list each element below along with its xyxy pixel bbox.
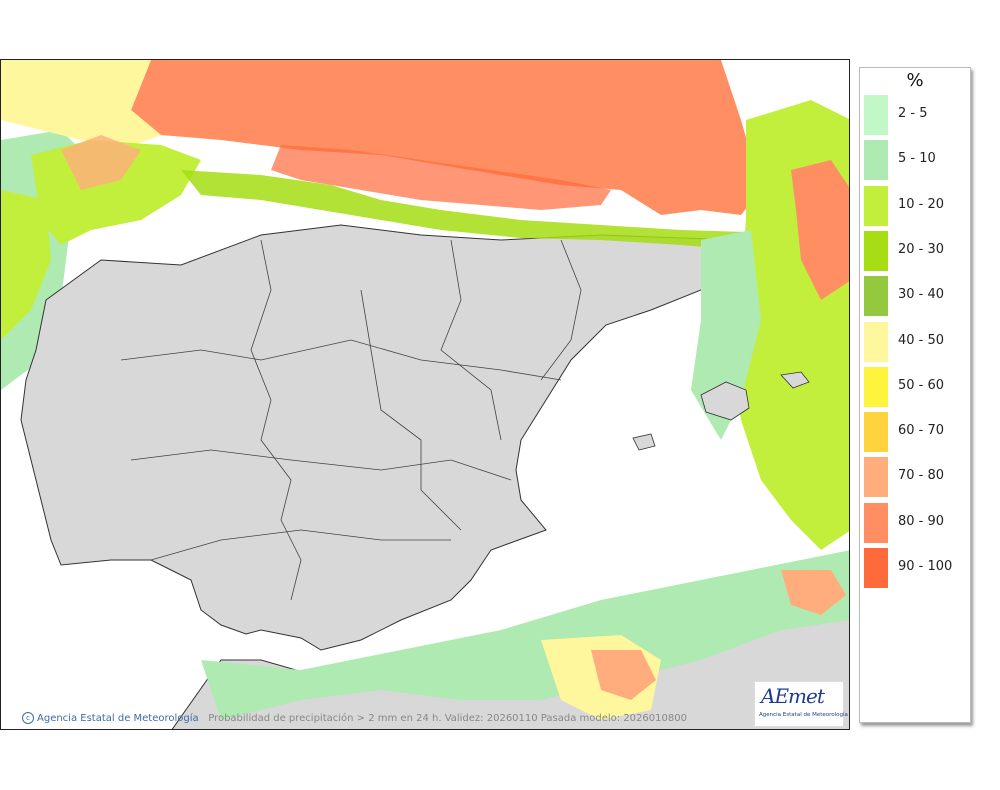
legend-swatch bbox=[864, 276, 888, 317]
legend-swatch bbox=[864, 95, 888, 135]
balearic-ibiza bbox=[632, 433, 656, 451]
prob-zone-north-darkred bbox=[271, 145, 611, 210]
legend-swatch bbox=[864, 366, 888, 407]
legend-item: 50 - 60 bbox=[864, 366, 968, 407]
legend-label: 30 - 40 bbox=[898, 287, 945, 303]
legend-label: 40 - 50 bbox=[898, 332, 945, 348]
prob-zone-south-orange bbox=[591, 650, 656, 700]
prob-zone-se-orange bbox=[781, 570, 846, 615]
aemet-logo: AEmet Agencia Estatal de Meteorología bbox=[754, 681, 848, 727]
legend-panel: % 2 - 5 5 - 10 10 - 20 20 - 30 30 - 40 40 - 5… bbox=[859, 67, 971, 723]
legend-swatch bbox=[864, 457, 888, 498]
legend-swatch bbox=[864, 185, 888, 226]
balearic-menorca bbox=[780, 371, 810, 389]
legend-swatch bbox=[864, 548, 888, 588]
legend-item: 80 - 90 bbox=[864, 502, 968, 543]
legend-item: 20 - 30 bbox=[864, 230, 968, 271]
legend-item: 5 - 10 bbox=[864, 140, 968, 181]
legend-swatch bbox=[864, 321, 888, 362]
footer-caption: c Agencia Estatal de Meteorología Probabi… bbox=[22, 712, 687, 724]
map-caption: Probabilidad de precipitación > 2 mm en … bbox=[208, 713, 687, 724]
prob-zone-east-light bbox=[691, 230, 761, 440]
legend-label: 20 - 30 bbox=[898, 241, 945, 257]
legend-item: 2 - 5 bbox=[864, 95, 968, 135]
legend-item: 70 - 80 bbox=[864, 457, 968, 498]
prob-zone-cantabric-green bbox=[181, 170, 746, 250]
prob-zone-north-red bbox=[131, 60, 761, 215]
region-borders bbox=[120, 239, 582, 601]
prob-zone-east-orange bbox=[791, 160, 849, 300]
legend-swatch bbox=[864, 140, 888, 181]
prob-zone-south-green bbox=[201, 550, 849, 720]
prob-zone-nw-yellow bbox=[1, 60, 161, 150]
legend-unit: % bbox=[906, 70, 924, 91]
legend-label: 2 - 5 bbox=[898, 106, 928, 121]
legend-label: 5 - 10 bbox=[898, 151, 936, 167]
legend-label: 10 - 20 bbox=[898, 196, 945, 212]
balearic-mallorca bbox=[700, 381, 750, 421]
legend-label: 60 - 70 bbox=[898, 423, 945, 439]
precipitation-map bbox=[1, 60, 849, 729]
logo-word: AEmet bbox=[761, 684, 825, 708]
legend-item: 90 - 100 bbox=[864, 548, 968, 588]
prob-zone-nw-orange bbox=[61, 135, 141, 190]
logo-subtitle: Agencia Estatal de Meteorología bbox=[759, 712, 848, 718]
legend-swatch bbox=[864, 230, 888, 271]
legend-label: 50 - 60 bbox=[898, 377, 945, 393]
legend-item: 30 - 40 bbox=[864, 276, 968, 317]
legend-label: 80 - 90 bbox=[898, 513, 945, 529]
agency-name: Agencia Estatal de Meteorología bbox=[37, 713, 199, 724]
legend-swatch bbox=[864, 412, 888, 453]
legend-item: 40 - 50 bbox=[864, 321, 968, 362]
legend-item: 10 - 20 bbox=[864, 185, 968, 226]
legend-swatch bbox=[864, 502, 888, 543]
copyright-icon: c bbox=[22, 712, 34, 724]
legend-label: 70 - 80 bbox=[898, 468, 945, 484]
legend-label: 90 - 100 bbox=[898, 559, 953, 574]
map-frame bbox=[0, 59, 850, 730]
prob-zone-atlantic-inner bbox=[1, 190, 51, 340]
legend-item: 60 - 70 bbox=[864, 412, 968, 453]
